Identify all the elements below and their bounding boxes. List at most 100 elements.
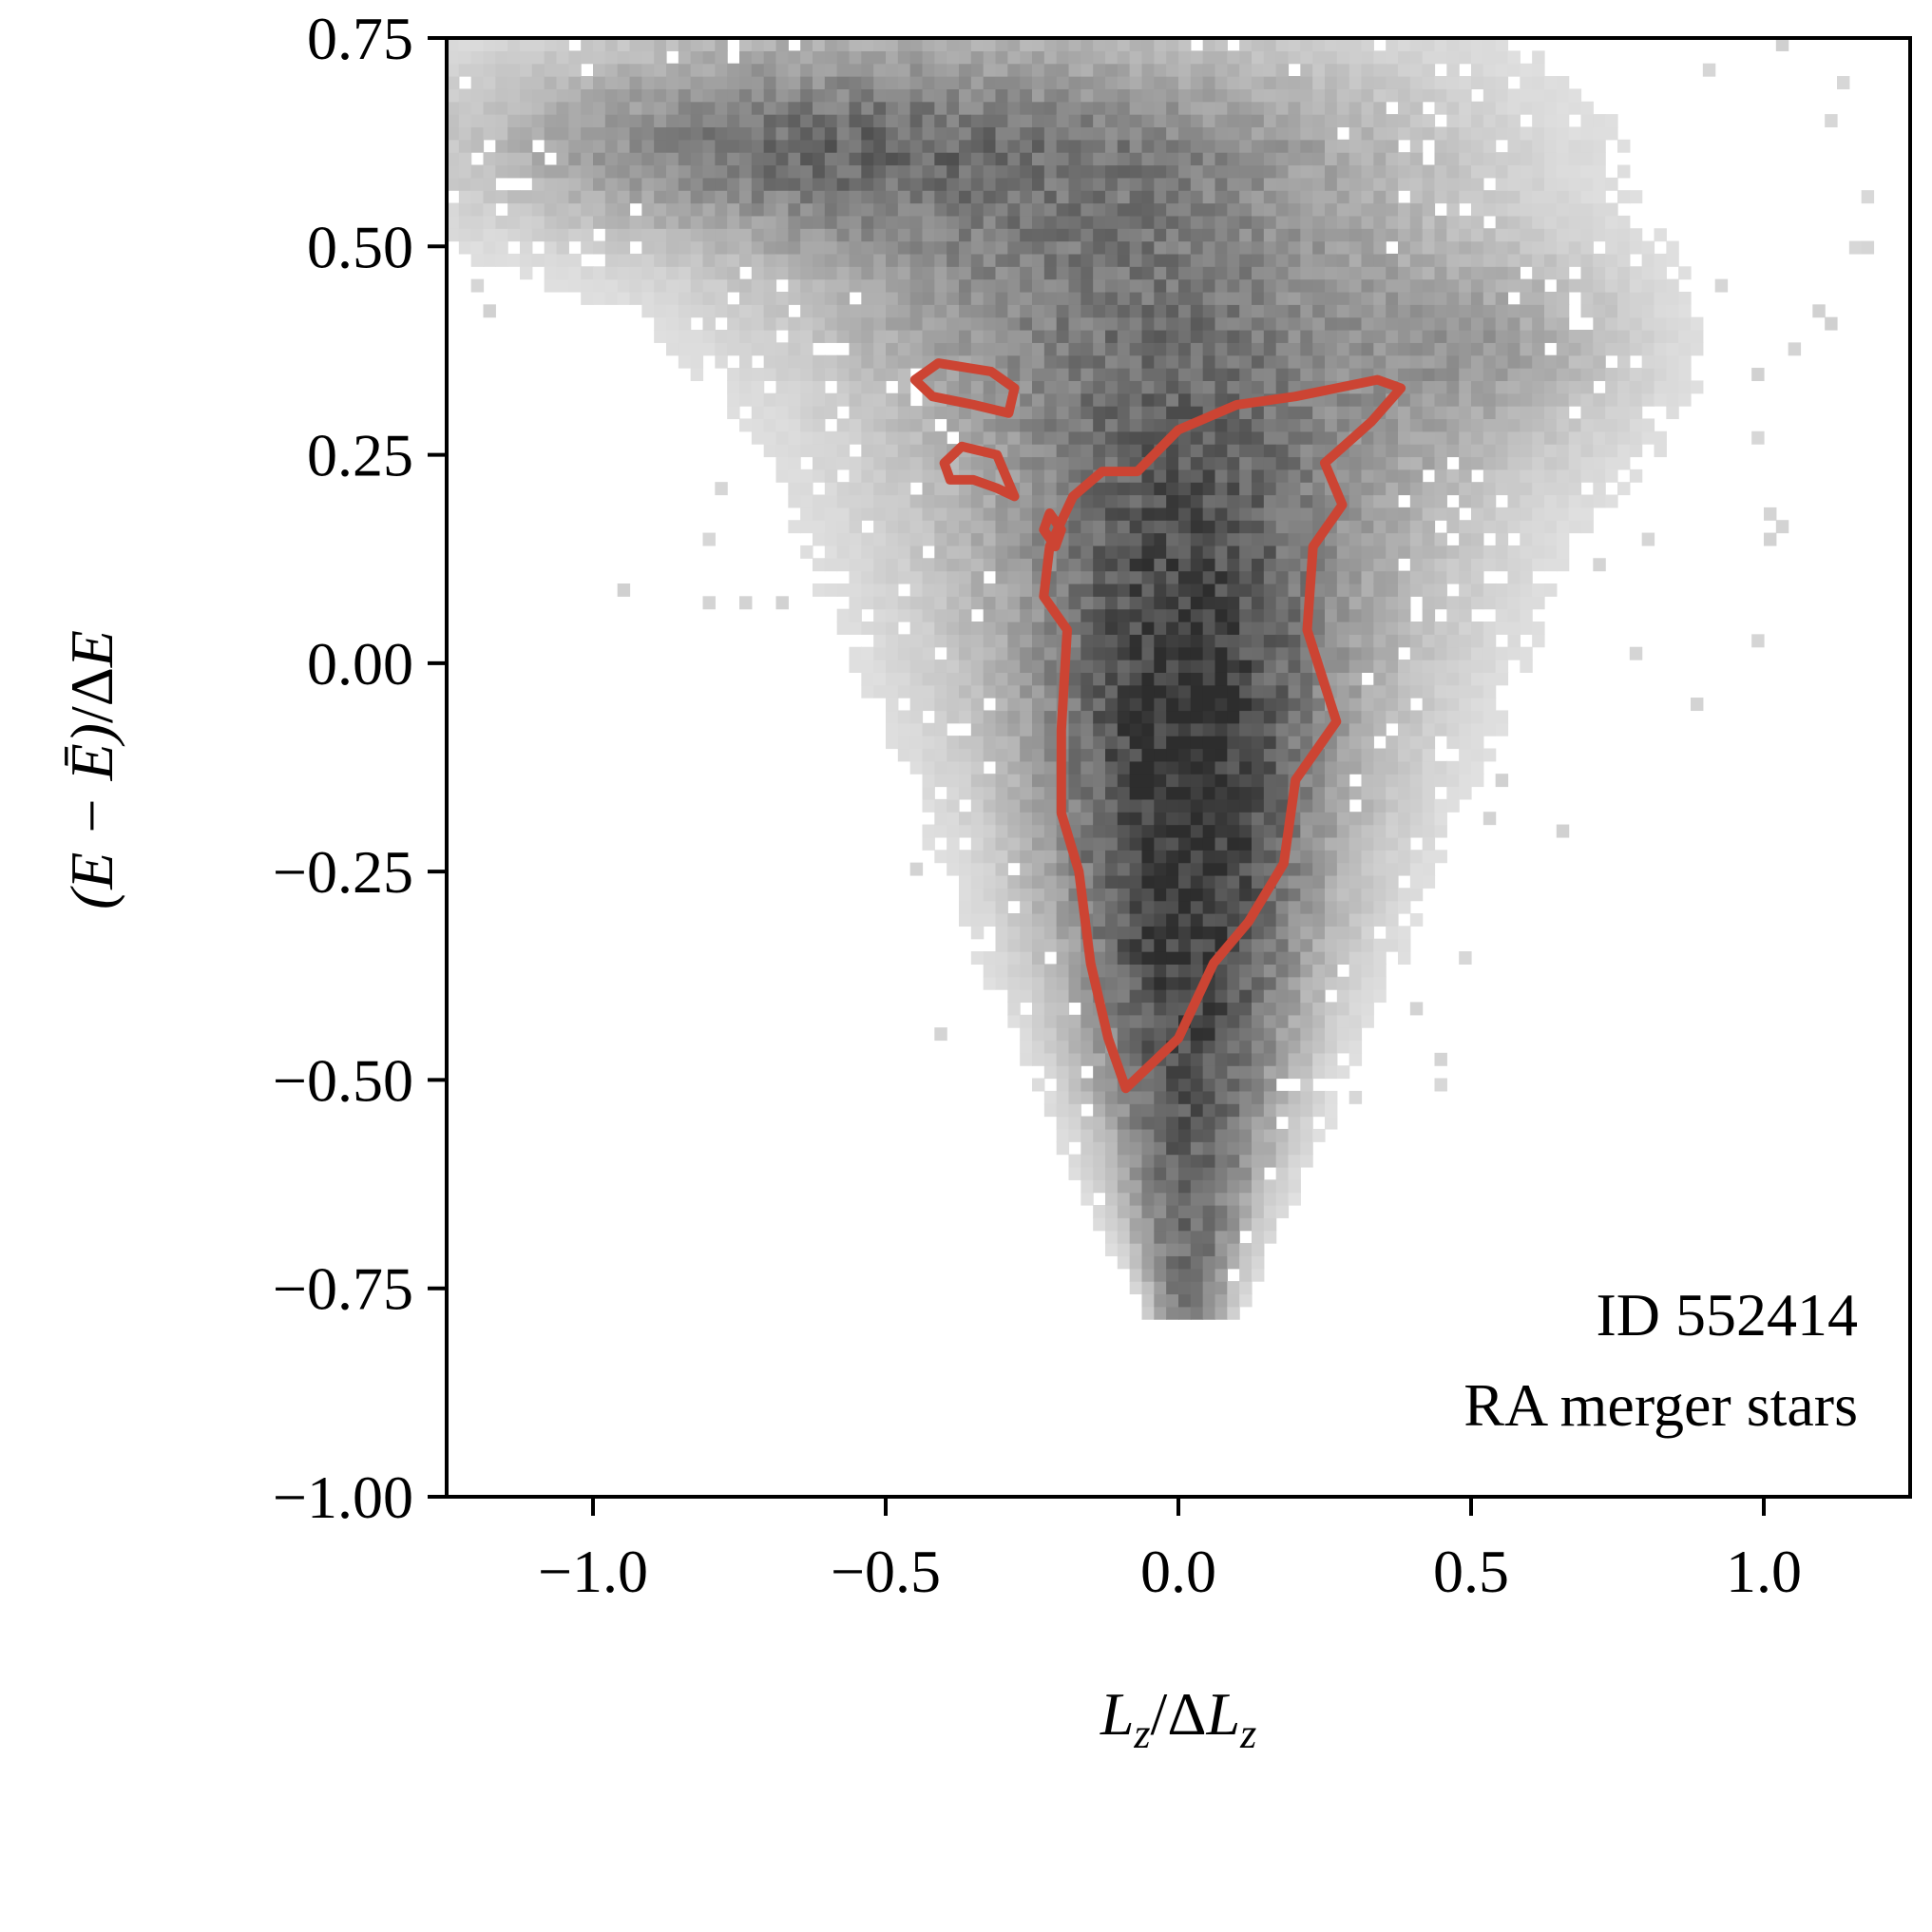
heatmap-cell xyxy=(1398,672,1411,686)
heatmap-cell xyxy=(970,888,985,902)
heatmap-cell xyxy=(1275,722,1290,736)
heatmap-cell xyxy=(1178,748,1192,762)
heatmap-cell xyxy=(1252,76,1265,89)
heatmap-cell xyxy=(1336,342,1350,356)
heatmap-cell xyxy=(1422,342,1436,356)
heatmap-cell xyxy=(1459,190,1472,204)
heatmap-cell xyxy=(947,736,960,750)
heatmap-cell xyxy=(1239,1268,1253,1282)
heatmap-cell xyxy=(1252,1217,1265,1232)
heatmap-cell xyxy=(1312,1065,1326,1080)
heatmap-cell xyxy=(1482,190,1497,204)
heatmap-cell xyxy=(1409,622,1424,635)
heatmap-cell xyxy=(1227,760,1240,775)
heatmap-cell xyxy=(995,330,1008,343)
heatmap-cell xyxy=(1373,430,1387,445)
heatmap-cell xyxy=(739,63,753,77)
heatmap-cell xyxy=(1239,469,1253,483)
heatmap-cell xyxy=(568,114,582,128)
heatmap-cell xyxy=(983,583,997,597)
heatmap-cell xyxy=(1312,291,1326,305)
heatmap-cell xyxy=(1007,330,1021,343)
heatmap-cell xyxy=(1081,266,1094,280)
heatmap-cell xyxy=(824,266,838,280)
heatmap-cell xyxy=(1020,152,1033,166)
heatmap-cell xyxy=(1409,392,1424,407)
heatmap-cell xyxy=(1386,88,1399,103)
heatmap-cell xyxy=(702,532,716,546)
heatmap-cell xyxy=(1190,444,1204,458)
heatmap-cell xyxy=(1252,38,1265,51)
heatmap-cell xyxy=(1312,126,1326,141)
heatmap-cell xyxy=(1275,430,1290,445)
heatmap-cell xyxy=(1154,1027,1167,1042)
heatmap-cell xyxy=(727,266,740,280)
heatmap-cell xyxy=(739,76,753,89)
heatmap-cell xyxy=(1068,1154,1081,1168)
heatmap-cell xyxy=(1312,330,1326,343)
heatmap-cell xyxy=(1105,291,1119,305)
heatmap-cell xyxy=(1117,1027,1131,1042)
heatmap-cell xyxy=(1275,976,1290,990)
heatmap-cell xyxy=(1227,684,1240,698)
heatmap-cell xyxy=(1141,798,1155,813)
heatmap-cell xyxy=(763,430,777,445)
heatmap-cell xyxy=(849,38,862,51)
heatmap-cell xyxy=(873,177,887,191)
heatmap-cell xyxy=(1263,660,1277,673)
heatmap-cell xyxy=(873,202,887,217)
heatmap-cell xyxy=(1471,660,1484,673)
heatmap-cell xyxy=(1482,291,1497,305)
heatmap-cell xyxy=(1215,126,1228,141)
heatmap-cell xyxy=(1312,900,1326,914)
heatmap-cell xyxy=(1252,710,1265,724)
heatmap-cell xyxy=(1300,418,1313,432)
heatmap-cell xyxy=(983,608,997,622)
heatmap-cell xyxy=(727,177,740,191)
heatmap-cell xyxy=(507,215,521,229)
heatmap-cell xyxy=(1007,786,1021,800)
heatmap-cell xyxy=(836,266,851,280)
heatmap-cell xyxy=(715,76,728,89)
heatmap-cell xyxy=(593,38,606,51)
heatmap-cell xyxy=(1361,304,1374,318)
heatmap-cell xyxy=(531,114,545,128)
heatmap-cell xyxy=(1007,114,1021,128)
heatmap-cell xyxy=(824,520,838,534)
heatmap-cell xyxy=(641,177,655,191)
heatmap-cell xyxy=(1300,836,1313,851)
heatmap-cell xyxy=(1129,722,1143,736)
heatmap-cell xyxy=(556,63,569,77)
heatmap-cell xyxy=(1043,862,1058,876)
heatmap-cell xyxy=(1032,926,1045,940)
heatmap-cell xyxy=(970,316,985,331)
heatmap-cell xyxy=(1373,710,1387,724)
heatmap-cell xyxy=(1422,392,1436,407)
heatmap-cell xyxy=(1007,418,1021,432)
heatmap-cell xyxy=(1141,1040,1155,1054)
heatmap-cell xyxy=(1032,482,1045,496)
heatmap-cell xyxy=(1495,304,1509,318)
heatmap-cell xyxy=(1459,88,1472,103)
heatmap-cell xyxy=(763,354,777,369)
heatmap-cell xyxy=(1288,1027,1301,1042)
heatmap-cell xyxy=(775,444,789,458)
heatmap-cell xyxy=(849,545,862,559)
heatmap-cell xyxy=(1081,38,1094,51)
heatmap-cell xyxy=(1215,1192,1228,1206)
heatmap-cell xyxy=(1141,1078,1155,1092)
heatmap-cell xyxy=(1007,278,1021,293)
heatmap-cell xyxy=(1020,380,1033,394)
heatmap-cell xyxy=(483,190,496,204)
heatmap-cell xyxy=(1336,608,1350,622)
heatmap-cell xyxy=(1227,558,1240,572)
heatmap-cell xyxy=(909,215,924,229)
heatmap-cell xyxy=(1361,392,1374,407)
heatmap-cell xyxy=(1129,1052,1143,1066)
heatmap-cell xyxy=(1275,660,1290,673)
heatmap-cell xyxy=(763,50,777,65)
heatmap-cell xyxy=(1141,964,1155,978)
heatmap-cell xyxy=(1288,342,1301,356)
heatmap-cell xyxy=(800,152,813,166)
